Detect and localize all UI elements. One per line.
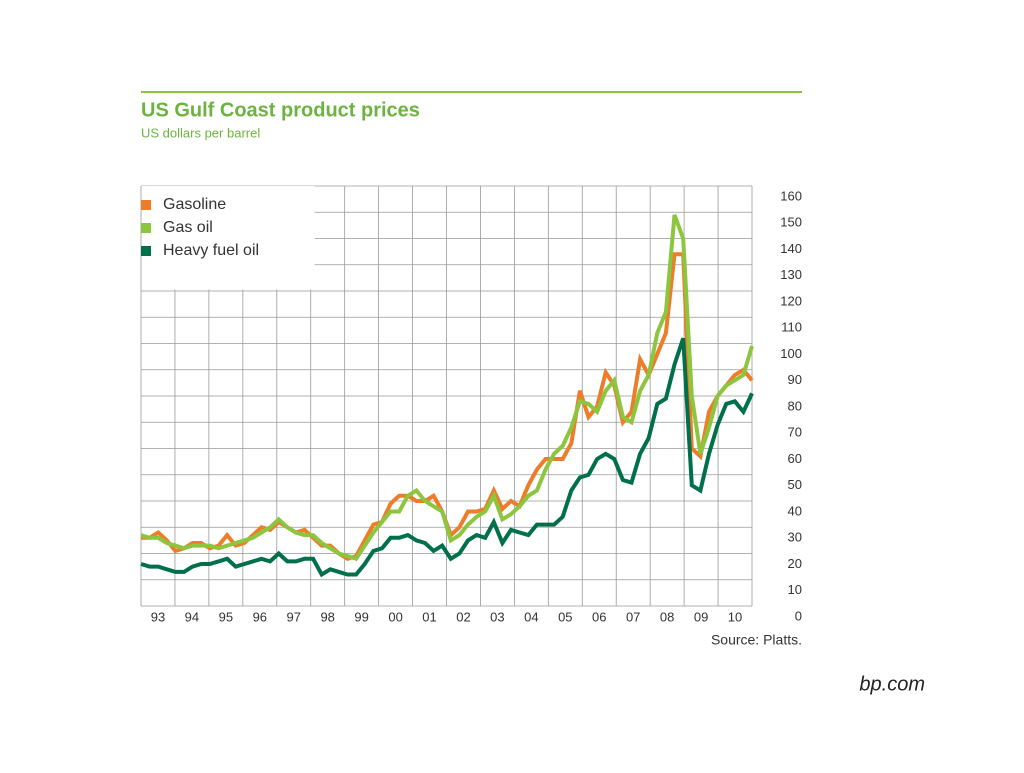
chart-subtitle: US dollars per barrel [141, 125, 260, 140]
x-tick-label: 02 [456, 609, 470, 624]
x-tick-label: 96 [253, 609, 267, 624]
x-tick-label: 10 [728, 609, 742, 624]
x-tick-label: 06 [592, 609, 606, 624]
legend-swatch [141, 200, 151, 210]
x-tick-label: 94 [185, 609, 199, 624]
y-tick-label: 10 [788, 582, 802, 597]
y-tick-label: 110 [781, 320, 802, 335]
x-tick-label: 97 [287, 609, 301, 624]
y-tick-label: 90 [788, 372, 802, 387]
y-tick-label: 150 [780, 215, 802, 230]
series-line [140, 214, 754, 562]
series-line [140, 337, 754, 578]
legend-swatch [141, 246, 151, 256]
x-tick-label: 99 [354, 609, 368, 624]
y-tick-label: 130 [780, 267, 802, 282]
brand: bp.com [859, 673, 925, 695]
y-tick-label: 160 [780, 188, 802, 203]
x-tick-label: 95 [219, 609, 233, 624]
y-tick-label: 80 [788, 398, 802, 413]
legend-swatch [141, 223, 151, 233]
x-tick-label: 93 [151, 609, 165, 624]
chart-title: US Gulf Coast product prices [141, 99, 420, 121]
y-tick-label: 140 [780, 241, 802, 256]
y-tick-label: 50 [788, 477, 802, 492]
source: Source: Platts. [711, 632, 802, 648]
legend-box [141, 186, 315, 290]
x-tick-label: 00 [388, 609, 402, 624]
x-tick-label: 09 [694, 609, 708, 624]
y-tick-label: 70 [788, 425, 802, 440]
y-tick-label: 120 [780, 293, 802, 308]
legend-label: Gas oil [163, 219, 213, 236]
legend-label: Gasoline [163, 196, 226, 213]
y-tick-label: 20 [788, 556, 802, 571]
y-tick-label: 100 [780, 346, 802, 361]
y-tick-label: 0 [795, 608, 802, 623]
y-tick-label: 40 [788, 503, 802, 518]
x-tick-label: 01 [422, 609, 436, 624]
x-tick-label: 03 [490, 609, 504, 624]
legend: Gasoline Gas oil Heavy fuel oil [141, 196, 259, 259]
x-tick-label: 08 [660, 609, 674, 624]
y-tick-label: 30 [788, 530, 802, 545]
x-tick-label: 05 [558, 609, 572, 624]
x-tick-label: 98 [320, 609, 334, 624]
legend-label: Heavy fuel oil [163, 242, 259, 259]
lines [140, 214, 754, 578]
y-tick-label: 60 [788, 451, 802, 466]
x-tick-label: 07 [626, 609, 640, 624]
x-tick-label: 04 [524, 609, 538, 624]
